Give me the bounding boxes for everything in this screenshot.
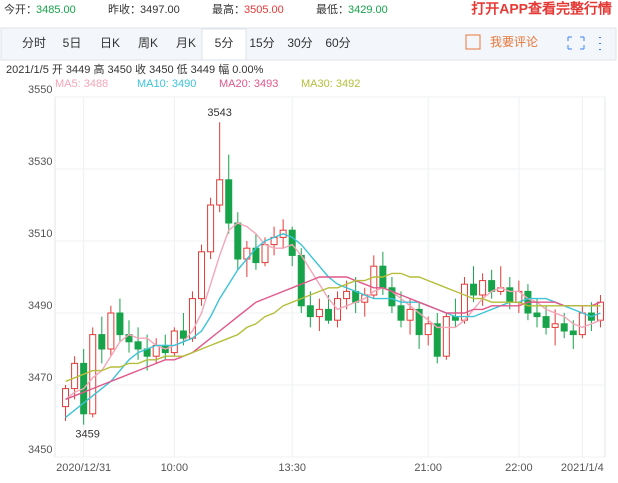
x-tick-label: 22:00 xyxy=(505,462,533,474)
header-value: 3485.00 xyxy=(36,4,76,16)
tab[interactable]: 分时 xyxy=(22,36,46,50)
candle-body xyxy=(433,323,441,357)
candle-body xyxy=(569,330,577,336)
x-tick-label: 21:00 xyxy=(414,462,442,474)
candle-body xyxy=(460,283,468,321)
candle-body xyxy=(596,301,604,321)
candle-body xyxy=(234,222,242,260)
candle-body xyxy=(415,308,423,336)
ma-line xyxy=(65,233,601,418)
header-label: 最高： xyxy=(212,2,245,16)
candle-body xyxy=(225,179,233,224)
ma-line xyxy=(65,276,601,401)
x-tick-label: 13:30 xyxy=(278,462,306,474)
header-label: 今开： xyxy=(4,2,37,16)
header-value: 3497.00 xyxy=(140,4,180,16)
x-tick-label: 2021/1/4 xyxy=(561,462,604,474)
candle-body xyxy=(488,280,496,292)
tab[interactable]: 5分 xyxy=(215,36,234,50)
tab[interactable]: 60分 xyxy=(325,36,350,50)
y-tick-label: 3470 xyxy=(28,372,52,384)
candle-body xyxy=(216,179,224,206)
header-label: 最低： xyxy=(316,3,349,16)
candle-body xyxy=(551,323,559,328)
candle-body xyxy=(71,362,79,390)
candle-body xyxy=(324,308,332,321)
tab[interactable]: 15分 xyxy=(249,36,274,50)
candle-body xyxy=(152,344,160,357)
ma-line xyxy=(65,272,601,383)
low-label: 3459 xyxy=(75,429,99,441)
candle-body xyxy=(343,290,351,300)
y-tick-label: 3530 xyxy=(28,156,52,168)
candle-body xyxy=(397,305,405,321)
x-tick-label: 10:00 xyxy=(161,462,189,474)
fullscreen-icon[interactable] xyxy=(567,36,585,50)
candle-body xyxy=(116,312,124,336)
candle-body xyxy=(560,323,568,332)
tab[interactable]: 日K xyxy=(100,36,120,50)
tab[interactable]: 5日 xyxy=(63,36,82,50)
app-link[interactable]: 打开APP查看完整行情 xyxy=(471,1,612,17)
candle-body xyxy=(107,312,115,350)
legend-entry: MA5: 3488 xyxy=(55,78,108,90)
y-tick-label: 3490 xyxy=(28,300,52,312)
candle-body xyxy=(479,280,487,296)
legend-entry: MA30: 3492 xyxy=(301,78,360,90)
tab[interactable]: 周K xyxy=(138,36,158,50)
ma-line xyxy=(65,222,601,400)
info-line: 2021/1/5 开 3449 高 3450 收 3450 低 3449 幅 0… xyxy=(6,62,264,76)
candle-body xyxy=(170,330,178,354)
candle-body xyxy=(98,334,106,350)
legend-entry: MA10: 3490 xyxy=(137,78,196,90)
header-value: 3429.00 xyxy=(348,4,388,16)
legend-entry: MA20: 3493 xyxy=(219,78,278,90)
candle-body xyxy=(542,316,550,328)
comment-button[interactable]: 我要评论 xyxy=(490,35,538,49)
candle-body xyxy=(288,229,296,256)
candle-body xyxy=(207,204,215,253)
tab[interactable]: 月K xyxy=(176,36,196,50)
candle-body xyxy=(533,312,541,318)
candle-body xyxy=(578,312,586,336)
candle-body xyxy=(406,308,414,321)
header-value: 3505.00 xyxy=(244,4,284,16)
candle-body xyxy=(198,251,206,300)
candle-body xyxy=(261,244,269,264)
high-label: 3543 xyxy=(207,107,231,119)
candle-body xyxy=(424,323,432,336)
y-tick-label: 3550 xyxy=(28,84,52,96)
tab-active-bg xyxy=(201,28,247,61)
candle-body xyxy=(352,290,360,303)
candle-body xyxy=(306,305,314,318)
tab-bar xyxy=(0,27,617,61)
candle-body xyxy=(179,330,187,339)
y-tick-label: 3510 xyxy=(28,228,52,240)
comment-icon[interactable] xyxy=(465,34,481,50)
candle-body xyxy=(388,287,396,307)
header-label: 昨收： xyxy=(108,2,141,16)
candle-body xyxy=(89,334,97,415)
candle-body xyxy=(370,265,378,296)
candle-body xyxy=(470,283,478,296)
tab[interactable]: 30分 xyxy=(287,36,312,50)
x-tick-label: 2020/12/31 xyxy=(56,462,111,474)
candle-body xyxy=(188,298,196,339)
y-tick-label: 3450 xyxy=(28,444,52,456)
candle-body xyxy=(315,308,323,318)
candle-body xyxy=(442,316,450,357)
candle-body xyxy=(134,341,142,350)
